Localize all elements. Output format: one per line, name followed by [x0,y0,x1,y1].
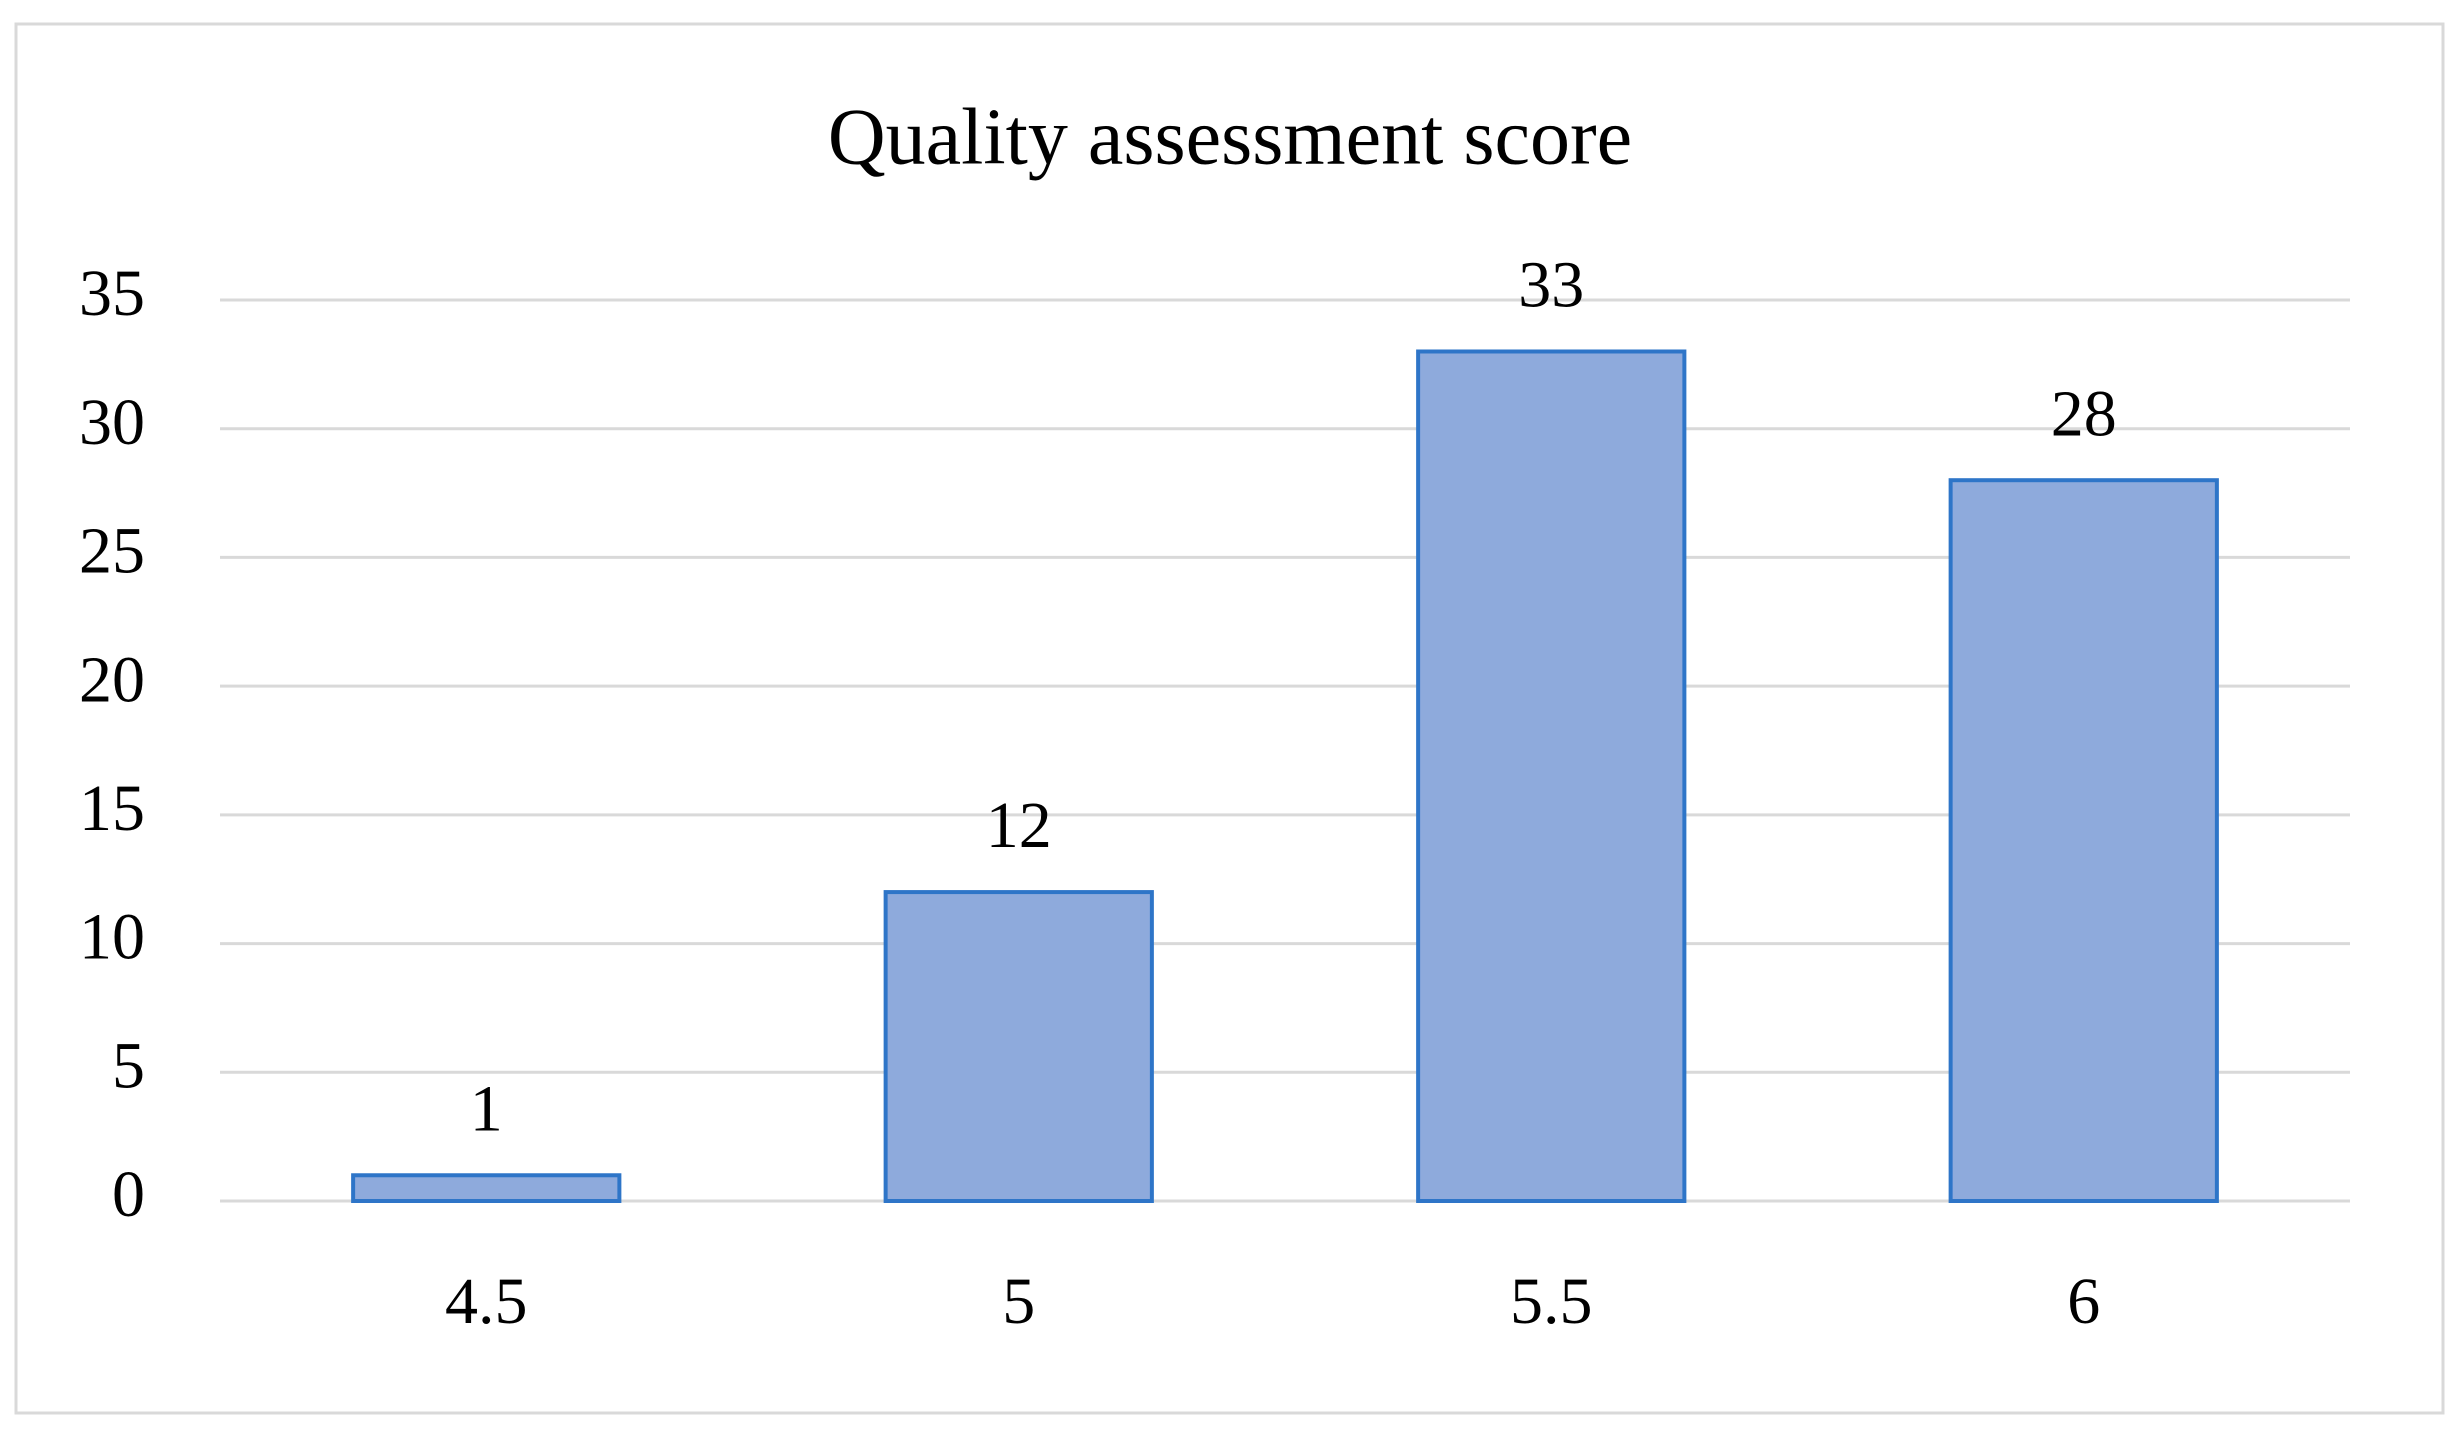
bar [351,1173,622,1204]
data-label: 12 [986,789,1052,862]
bar [883,890,1154,1203]
y-tick-label: 20 [79,643,145,716]
x-tick-label: 6 [2067,1265,2100,1338]
x-tick-label: 5 [1002,1265,1035,1338]
y-tick-label: 0 [112,1158,145,1231]
y-tick-label: 5 [112,1029,145,1102]
data-label: 33 [1518,249,1584,322]
x-tick-label: 4.5 [445,1265,528,1338]
bar [1416,349,1687,1203]
y-tick-label: 30 [79,386,145,459]
chart-title: Quality assessment score [828,93,1632,181]
x-tick-label: 5.5 [1510,1265,1593,1338]
data-label: 1 [470,1072,503,1145]
y-tick-label: 15 [79,772,145,845]
y-tick-label: 35 [79,257,145,330]
data-label: 28 [2051,377,2117,450]
bar [1948,478,2219,1203]
y-tick-label: 25 [79,515,145,588]
y-tick-label: 10 [79,901,145,974]
